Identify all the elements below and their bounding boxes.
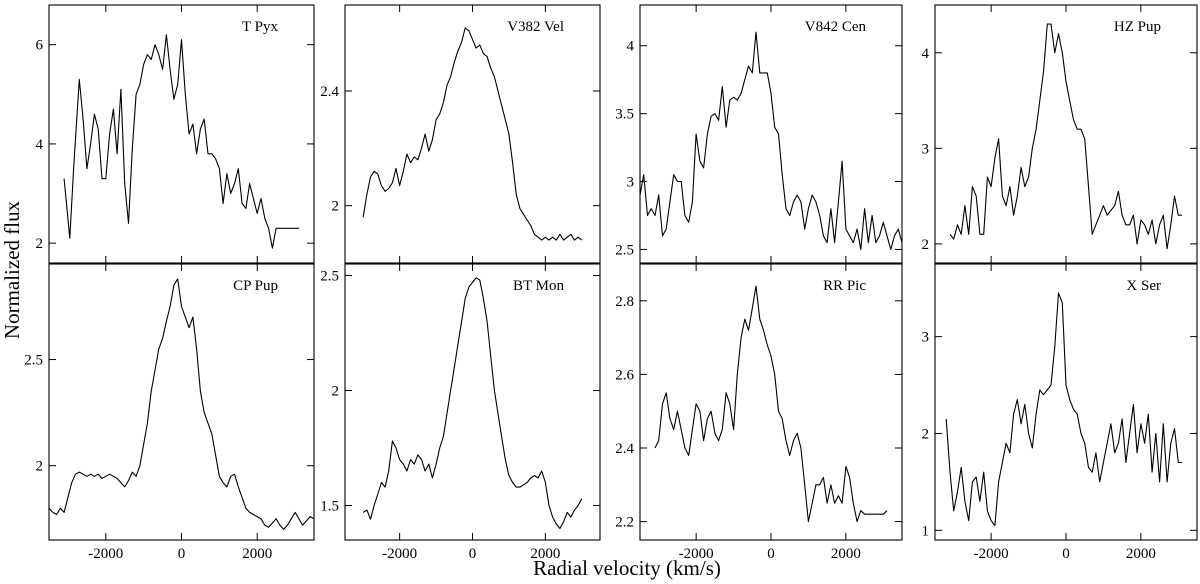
x-tick-label: 2000 [530,546,560,562]
panel-title: V842 Cen [805,19,867,35]
spectrum-line-v842-cen [639,31,903,250]
panels-group: 2 4 6 T Pyx 2 2.4 V382 Vel 2.5 3 3.5 4 V842 Cen 2 3 4 H… [24,4,1198,562]
x-tick-label: 2000 [831,546,861,562]
panel-t-pyx: 2 4 6 T Pyx [36,4,315,264]
spectrum-line-rr-pic [654,285,888,523]
y-tick-label: 6 [36,38,44,54]
y-tick-label: 2 [332,199,340,215]
panel-frame [934,263,1198,541]
panel-frame [639,263,903,541]
panel-rr-pic: -2000 0 2000 2.2 2.4 2.6 2.8 RR Pic [615,263,903,562]
y-tick-label: 1.5 [320,499,339,515]
y-tick-label: 2 [36,236,44,252]
y-tick-label: 4 [922,46,930,62]
panel-frame [934,4,1198,264]
panel-frame [344,263,601,541]
x-tick-label: -2000 [974,546,1009,562]
y-axis-label: Normalized flux [0,200,24,339]
spectrum-line-bt-mon [362,277,583,530]
x-tick-label: 2000 [242,546,272,562]
panel-hz-pup: 2 3 4 HZ Pup [922,4,1198,264]
y-tick-label: 2.5 [320,269,339,285]
y-tick-label: 2 [922,426,930,442]
y-tick-label: 2.5 [24,353,43,369]
panel-title: HZ Pup [1114,19,1161,35]
x-tick-label: 2000 [1126,546,1156,562]
x-tick-label: -2000 [679,546,714,562]
panel-title: CP Pup [233,278,278,294]
x-tick-label: 0 [178,546,186,562]
y-tick-label: 2 [922,237,930,253]
panel-title: V382 Vel [507,19,564,35]
x-tick-label: 0 [767,546,775,562]
panel-v382-vel: 2 2.4 V382 Vel [320,4,601,264]
panel-v842-cen: 2.5 3 3.5 4 V842 Cen [615,4,903,264]
panel-title: X Ser [1126,278,1161,294]
spectrum-line-hz-pup [949,23,1182,250]
x-tick-label: 0 [1062,546,1070,562]
y-tick-label: 3 [922,330,930,346]
panel-cp-pup: -2000 0 2000 2 2.5 CP Pup [24,263,315,562]
y-tick-label: 2.4 [615,441,634,457]
y-tick-label: 4 [627,39,635,55]
y-tick-label: 2 [36,459,44,475]
y-tick-label: 2.2 [615,515,634,531]
panel-bt-mon: -2000 0 2000 1.5 2 2.5 BT Mon [320,263,601,562]
x-tick-label: -2000 [88,546,123,562]
y-tick-label: 3 [922,141,930,157]
y-tick-label: 3 [627,175,635,191]
y-tick-label: 2.4 [320,84,339,100]
x-axis-label: Radial velocity (km/s) [533,556,721,580]
x-tick-label: 0 [469,546,477,562]
y-tick-label: 2.6 [615,367,634,383]
y-tick-label: 2.5 [615,242,634,258]
panel-frame [344,4,601,264]
panel-title: RR Pic [823,278,866,294]
y-tick-label: 2.8 [615,294,634,310]
spectrum-line-x-ser [945,292,1182,527]
y-tick-label: 4 [36,137,44,153]
spectrum-line-v382-vel [362,27,583,241]
spectrum-line-cp-pup [48,278,315,530]
spectrum-line-t-pyx [63,34,299,249]
y-tick-label: 2 [332,384,340,400]
x-tick-label: -2000 [382,546,417,562]
panel-title: T Pyx [242,19,278,35]
y-tick-label: 3.5 [615,107,634,123]
y-tick-label: 1 [922,523,930,539]
panel-x-ser: -2000 0 2000 1 2 3 X Ser [922,263,1198,562]
panel-title: BT Mon [513,278,564,294]
